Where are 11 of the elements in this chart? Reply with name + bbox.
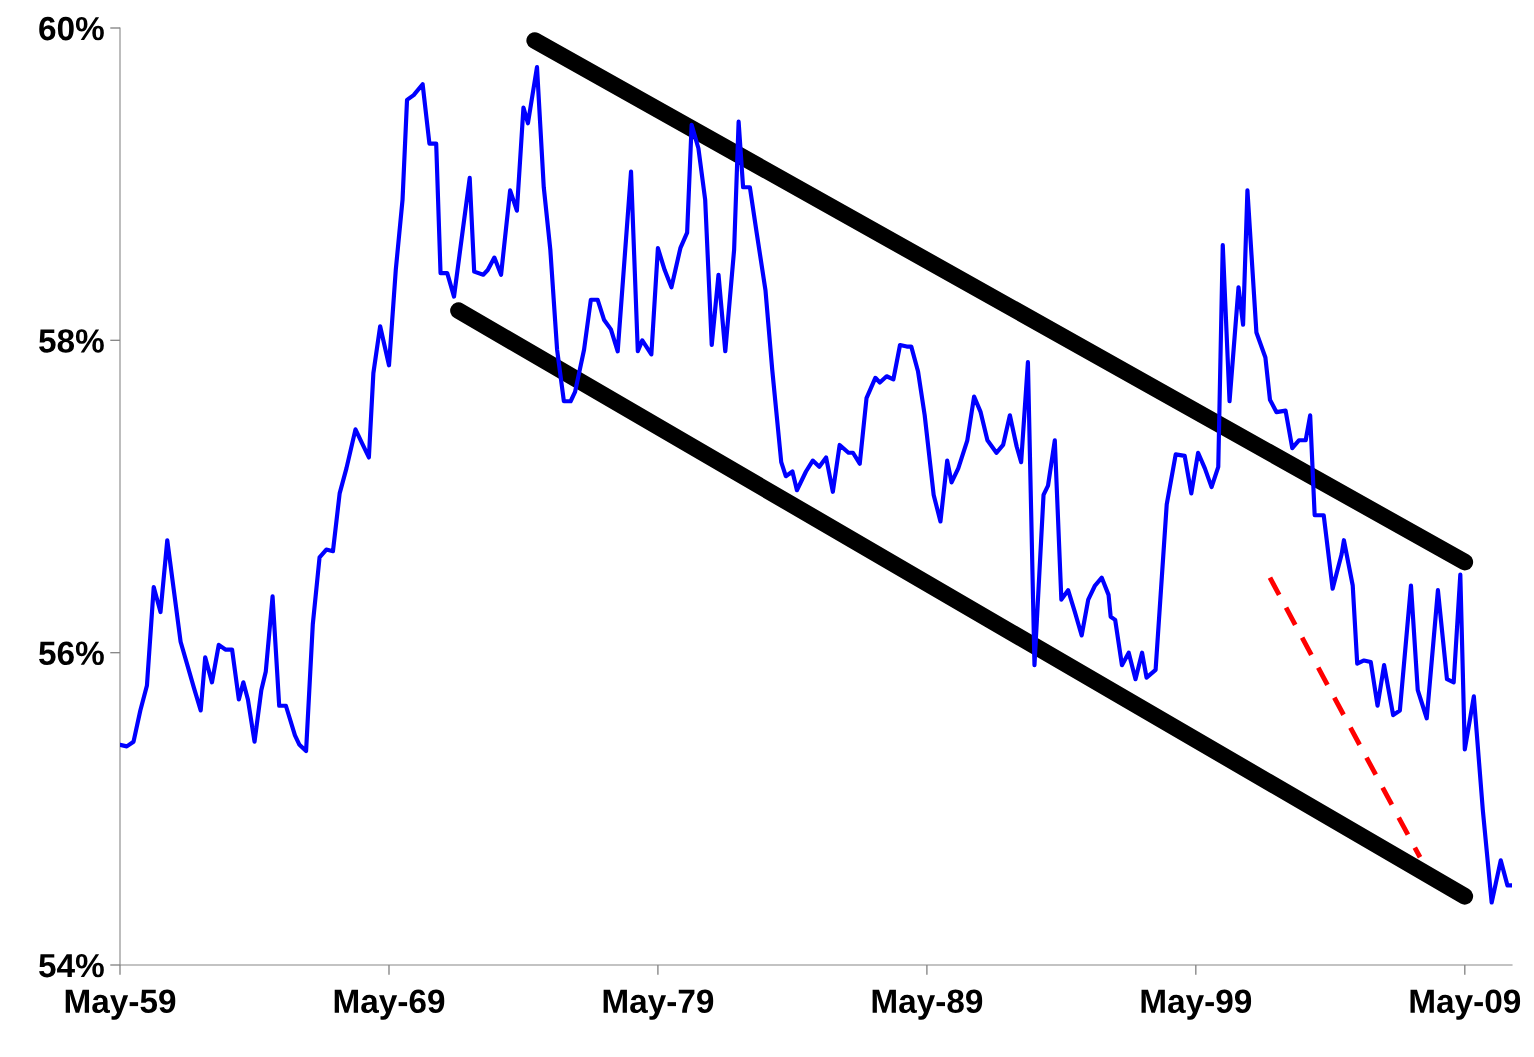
line-series xyxy=(120,64,1512,905)
x-tick-label: May-89 xyxy=(872,989,983,1020)
x-tick-label: May-99 xyxy=(1141,989,1252,1020)
y-tick-label: 58% xyxy=(39,329,104,353)
y-tick-label: 60% xyxy=(39,16,104,41)
y-tick-label: 56% xyxy=(39,641,104,666)
y-tick-label: 54% xyxy=(39,953,104,978)
x-tick-label: May-69 xyxy=(334,989,445,1020)
x-tick-label: May-79 xyxy=(603,989,714,1020)
x-tick-label: May-09 xyxy=(1410,989,1521,1020)
x-tick-label: May-59 xyxy=(65,989,176,1020)
